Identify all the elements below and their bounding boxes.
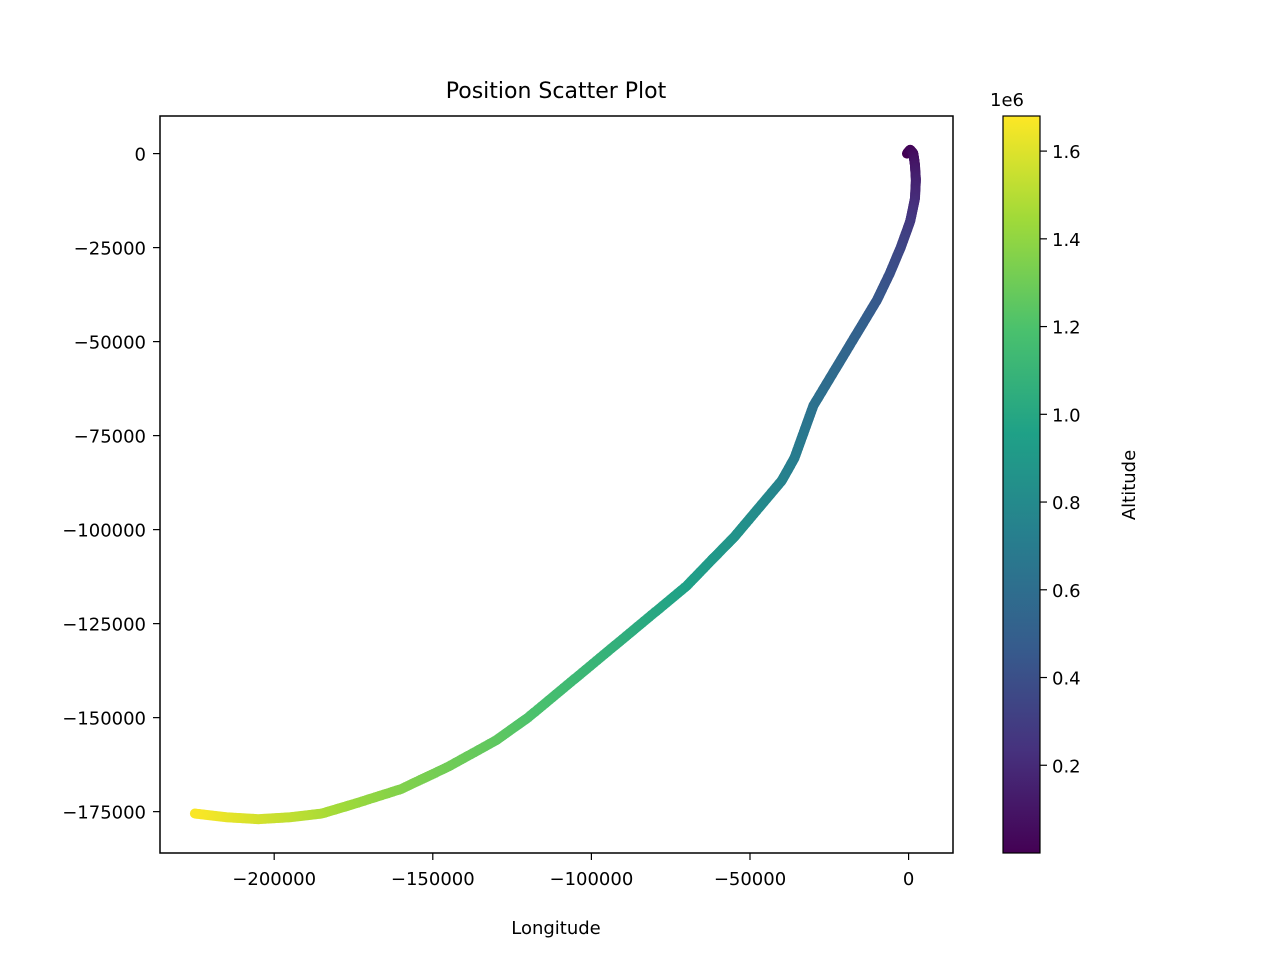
colorbar-tick-label: 0.8 (1052, 493, 1081, 514)
y-tick-label: −50000 (74, 333, 146, 354)
scatter-points-layer (189, 144, 921, 825)
y-tick-label: 0 (135, 145, 146, 166)
x-tick-label: −100000 (549, 869, 633, 890)
y-tick-label: −175000 (62, 803, 146, 824)
x-axis-label: Longitude (511, 918, 601, 939)
y-tick-label: −150000 (62, 709, 146, 730)
colorbar (1002, 115, 1041, 854)
x-tick-label: −150000 (391, 869, 475, 890)
x-tick-label: −200000 (232, 869, 316, 890)
colorbar-label: Altitude (1119, 450, 1140, 520)
x-tick-label: 0 (903, 869, 914, 890)
chart-title: Position Scatter Plot (446, 79, 667, 104)
colorbar-tick-label: 1.2 (1052, 318, 1081, 339)
scatter-point (189, 808, 200, 819)
colorbar-tick-label: 1.0 (1052, 405, 1081, 426)
y-tick-label: −25000 (74, 239, 146, 260)
y-tick-label: −75000 (74, 427, 146, 448)
colorbar-tick-label: 0.4 (1052, 669, 1081, 690)
y-tick-label: −100000 (62, 521, 146, 542)
colorbar-tick-label: 1.6 (1052, 142, 1081, 163)
colorbar-tick-label: 0.2 (1052, 756, 1081, 777)
colorbar-tick-label: 0.6 (1052, 581, 1081, 602)
colorbar-axis: 0.2 0.4 0.6 0.8 1.0 1.2 1.4 1.6 (1040, 142, 1081, 777)
x-axis: −200000 −150000 −100000 −50000 0 (232, 853, 914, 890)
x-tick-label: −50000 (714, 869, 786, 890)
y-axis: 0 −25000 −50000 −75000 −100000 −125000 −150000… (62, 145, 160, 824)
colorbar-offset-text: 1e6 (990, 90, 1024, 111)
plot-frame (159, 115, 954, 854)
y-tick-label: −125000 (62, 615, 146, 636)
colorbar-tick-label: 1.4 (1052, 230, 1081, 251)
